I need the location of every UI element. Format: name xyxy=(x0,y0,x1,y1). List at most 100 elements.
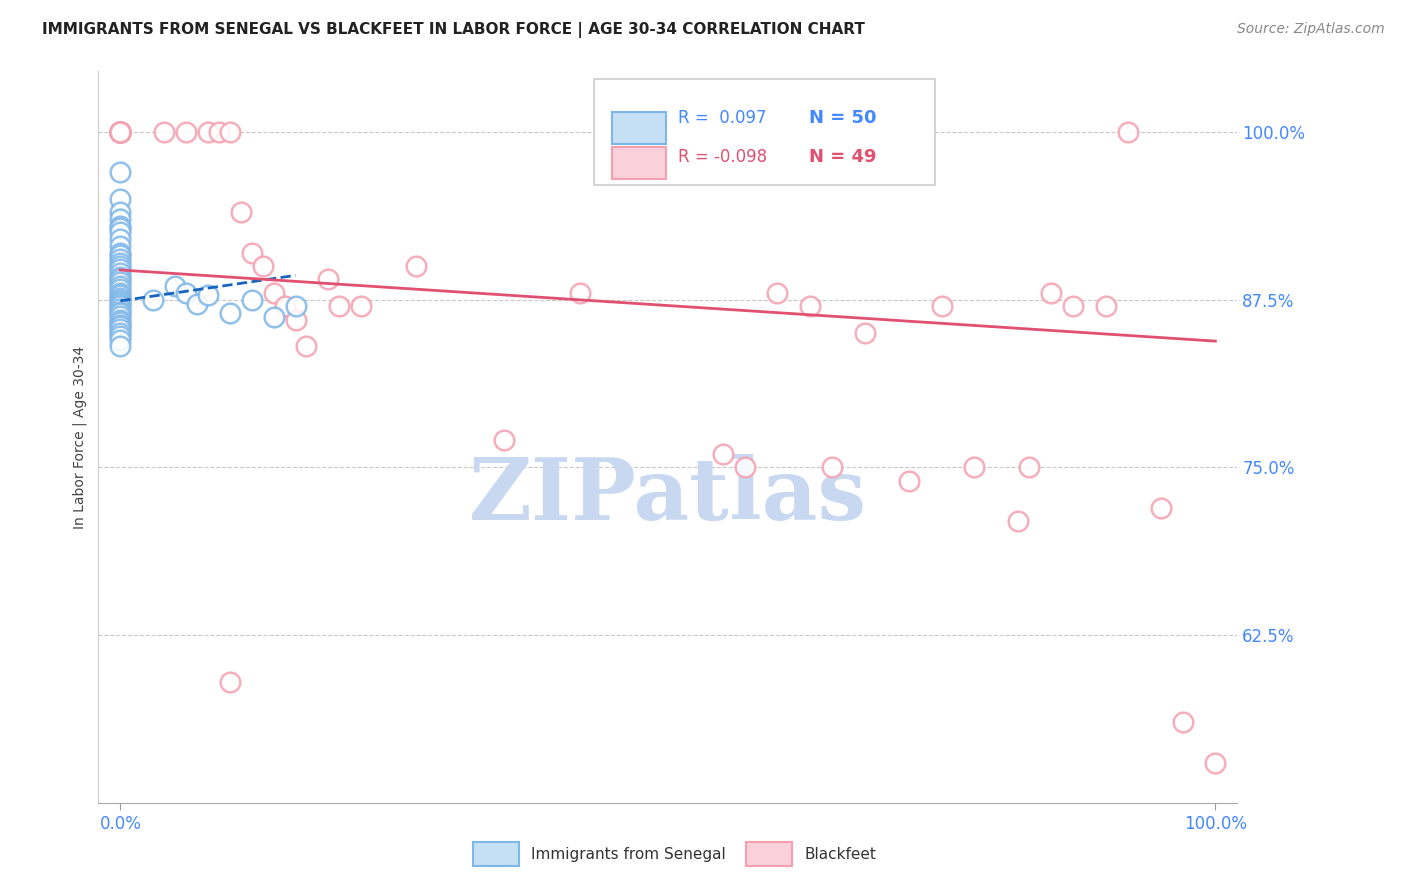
Point xyxy=(218,306,240,320)
Point xyxy=(853,326,876,340)
Point xyxy=(110,266,132,280)
Point xyxy=(110,221,132,235)
Point xyxy=(110,245,132,260)
Point xyxy=(110,125,132,139)
Point xyxy=(110,256,132,270)
Point xyxy=(734,460,756,475)
Y-axis label: In Labor Force | Age 30-34: In Labor Force | Age 30-34 xyxy=(73,345,87,529)
Point xyxy=(110,248,132,262)
Point xyxy=(110,285,132,300)
Point xyxy=(252,259,274,273)
Point xyxy=(110,326,132,340)
Point xyxy=(110,299,132,313)
Point xyxy=(110,322,132,336)
Point xyxy=(218,125,240,139)
Point xyxy=(110,259,132,273)
Text: Immigrants from Senegal: Immigrants from Senegal xyxy=(531,847,725,862)
Point xyxy=(821,460,844,475)
Point xyxy=(1095,299,1118,313)
Point xyxy=(110,282,132,296)
Point xyxy=(110,269,132,284)
Point xyxy=(110,272,132,286)
Point xyxy=(110,239,132,253)
Point xyxy=(110,318,132,332)
Point xyxy=(1040,285,1063,300)
FancyBboxPatch shape xyxy=(593,78,935,185)
Point xyxy=(110,295,132,310)
Point xyxy=(110,312,132,326)
Point xyxy=(165,279,187,293)
Point xyxy=(174,285,197,300)
Point xyxy=(110,125,132,139)
Point xyxy=(240,293,263,307)
Point xyxy=(110,125,132,139)
Point xyxy=(110,288,132,302)
Point xyxy=(110,205,132,219)
Point xyxy=(110,301,132,316)
Point xyxy=(110,219,132,233)
Point xyxy=(263,310,285,324)
Point xyxy=(110,306,132,320)
Text: R = -0.098: R = -0.098 xyxy=(678,148,768,167)
Text: IMMIGRANTS FROM SENEGAL VS BLACKFEET IN LABOR FORCE | AGE 30-34 CORRELATION CHAR: IMMIGRANTS FROM SENEGAL VS BLACKFEET IN … xyxy=(42,22,865,38)
Point xyxy=(110,165,132,179)
Point xyxy=(186,296,208,310)
Point xyxy=(240,245,263,260)
Text: R =  0.097: R = 0.097 xyxy=(678,109,766,127)
Point xyxy=(110,192,132,206)
Point xyxy=(569,285,592,300)
Point xyxy=(197,288,219,302)
Text: N = 50: N = 50 xyxy=(808,109,876,127)
Point xyxy=(110,125,132,139)
Point xyxy=(110,252,132,267)
Point xyxy=(110,339,132,353)
Point xyxy=(931,299,953,313)
Text: N = 49: N = 49 xyxy=(808,148,876,167)
Point xyxy=(110,261,132,276)
Point xyxy=(295,339,318,353)
Point xyxy=(110,291,132,305)
Point xyxy=(110,333,132,347)
Point xyxy=(1018,460,1040,475)
Point xyxy=(110,319,132,334)
Point xyxy=(350,299,373,313)
Point xyxy=(110,304,132,318)
Point xyxy=(284,299,307,313)
Point xyxy=(1149,500,1171,515)
Point xyxy=(218,675,240,690)
Point xyxy=(110,125,132,139)
Point xyxy=(110,125,132,139)
Point xyxy=(799,299,821,313)
Point xyxy=(110,125,132,139)
Point xyxy=(208,125,231,139)
Point xyxy=(110,296,132,310)
FancyBboxPatch shape xyxy=(612,147,665,179)
Text: ZIPatlas: ZIPatlas xyxy=(468,454,868,538)
Point xyxy=(142,293,165,307)
Point xyxy=(110,125,132,139)
Point xyxy=(110,279,132,293)
Point xyxy=(110,125,132,139)
Point xyxy=(1062,299,1084,313)
Point xyxy=(263,285,285,300)
Point xyxy=(963,460,986,475)
Point xyxy=(897,474,920,488)
Point xyxy=(405,259,427,273)
Point xyxy=(110,212,132,227)
Point xyxy=(492,434,515,448)
Point xyxy=(273,299,295,313)
Text: Blackfeet: Blackfeet xyxy=(804,847,876,862)
FancyBboxPatch shape xyxy=(472,842,519,866)
Point xyxy=(174,125,197,139)
Point xyxy=(711,447,734,461)
Point xyxy=(328,299,350,313)
Point xyxy=(110,226,132,240)
FancyBboxPatch shape xyxy=(747,842,792,866)
Point xyxy=(110,125,132,139)
Point xyxy=(110,125,132,139)
Point xyxy=(1116,125,1139,139)
Point xyxy=(110,293,132,307)
Point xyxy=(110,315,132,329)
Point xyxy=(153,125,176,139)
FancyBboxPatch shape xyxy=(612,112,665,144)
